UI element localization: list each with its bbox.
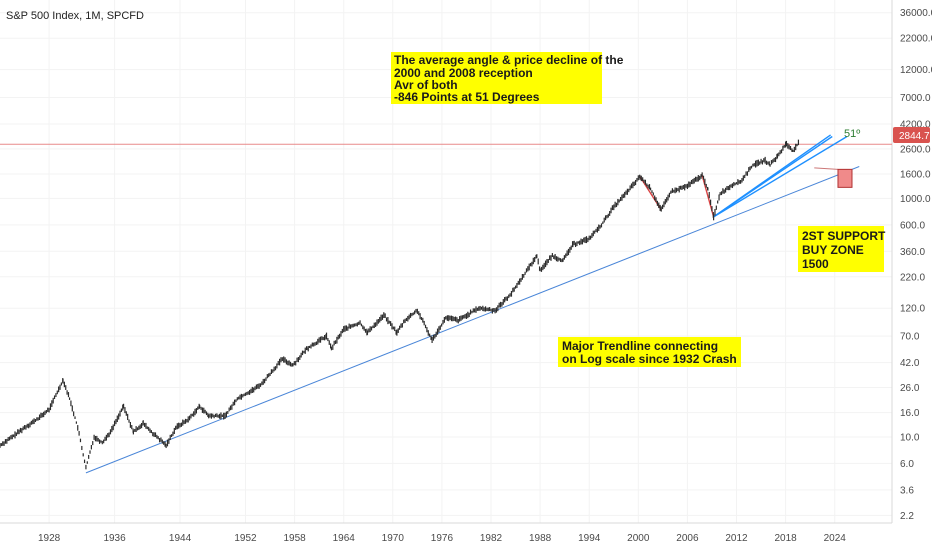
y-tick-label: 220.0	[900, 272, 925, 283]
y-tick-label: 1000.0	[900, 194, 931, 205]
y-tick-label: 36000.0	[900, 8, 932, 19]
current-price-badge	[893, 127, 930, 143]
x-tick-label: 1964	[333, 533, 356, 544]
top-note-line-4: -846 Points at 51 Degrees	[394, 90, 540, 104]
y-tick-label: 600.0	[900, 220, 925, 231]
y-axis-ticks: 36000.0 22000.0 12000.0 7000.0 4200.0 2600.0 1…	[900, 8, 932, 522]
angle-label: 51º	[844, 128, 860, 140]
y-tick-label: 2.2	[900, 511, 914, 522]
x-axis-ticks: 1928 1936 1944 1952 1958 1964 1970 1976 1982 1988…	[38, 533, 846, 544]
y-tick-label: 120.0	[900, 304, 925, 315]
x-tick-label: 1988	[529, 533, 552, 544]
trendline-long-term-log-trendline	[85, 166, 860, 474]
support-annotation-box: 2ST SUPPORT BUY ZONE 1500	[798, 226, 886, 272]
x-tick-label: 1958	[283, 533, 306, 544]
buy-zone-connector	[814, 167, 839, 170]
y-tick-label: 16.0	[900, 408, 920, 419]
x-tick-label: 1944	[169, 533, 192, 544]
trend-note-line-2: on Log scale since 1932 Crash	[562, 352, 737, 366]
y-tick-label: 2600.0	[900, 144, 931, 155]
trend-annotation-box: Major Trendline connecting on Log scale …	[558, 337, 741, 367]
y-tick-label: 4200.0	[900, 120, 931, 131]
x-tick-label: 1994	[578, 533, 601, 544]
support-note-line-3: 1500	[802, 257, 829, 271]
x-tick-label: 2012	[725, 533, 748, 544]
y-tick-label: 7000.0	[900, 93, 931, 104]
x-tick-label: 2006	[676, 533, 699, 544]
chart-title: S&P 500 Index, 1M, SPCFD	[6, 10, 144, 22]
y-tick-label: 22000.0	[900, 34, 932, 45]
y-tick-label: 42.0	[900, 358, 920, 369]
top-note-line-2: 2000 and 2008 reception	[394, 66, 533, 80]
x-tick-label: 1952	[234, 533, 257, 544]
current-price-label: 2844.7	[899, 131, 930, 142]
buy-zone-layer	[814, 167, 853, 188]
y-tick-label: 12000.0	[900, 65, 932, 76]
y-tick-label: 3.6	[900, 485, 914, 496]
trend-note-line-1: Major Trendline connecting	[562, 339, 718, 353]
top-annotation-box: The average angle & price decline of the…	[391, 52, 624, 104]
y-tick-label: 10.0	[900, 432, 920, 443]
y-tick-label: 70.0	[900, 332, 920, 343]
x-tick-label: 2024	[824, 533, 847, 544]
x-tick-label: 2000	[627, 533, 650, 544]
y-tick-label: 26.0	[900, 383, 920, 394]
support-note-line-1: 2ST SUPPORT	[802, 229, 886, 243]
y-tick-label: 1600.0	[900, 170, 931, 181]
support-note-line-2: BUY ZONE	[802, 243, 864, 257]
x-tick-label: 1982	[480, 533, 503, 544]
x-tick-label: 2018	[774, 533, 797, 544]
trendline-fan-3	[713, 135, 848, 218]
trendline-2000-decline	[639, 176, 662, 211]
top-note-line-3: Avr of both	[394, 78, 458, 92]
top-note-line-1: The average angle & price decline of the	[394, 53, 624, 67]
x-tick-label: 1970	[382, 533, 405, 544]
x-tick-label: 1928	[38, 533, 61, 544]
trendline-layer	[85, 134, 860, 474]
x-tick-label: 1936	[103, 533, 126, 544]
trendline-fan-2	[713, 134, 832, 218]
y-tick-label: 6.0	[900, 459, 914, 470]
price-series-layer	[0, 139, 800, 470]
buy-zone-box	[837, 168, 853, 188]
y-tick-label: 360.0	[900, 247, 925, 258]
x-tick-label: 1976	[431, 533, 454, 544]
